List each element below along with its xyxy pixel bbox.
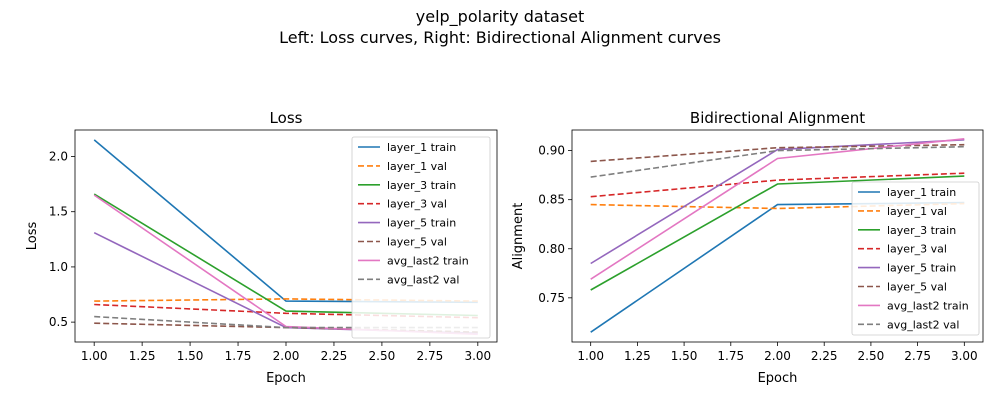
y-tick-label: 0.80 (538, 242, 565, 256)
x-tick-label: 2.00 (273, 349, 300, 363)
x-tick-label: 1.00 (577, 349, 604, 363)
legend-label: layer_1 val (887, 205, 947, 218)
chart-title: Loss (270, 109, 303, 127)
legend-label: layer_3 train (387, 179, 456, 192)
y-axis-label: Loss (25, 222, 40, 251)
y-tick-label: 0.75 (538, 291, 565, 305)
x-tick-label: 2.75 (904, 349, 931, 363)
legend-label: avg_last2 train (387, 254, 469, 267)
x-tick-label: 1.25 (129, 349, 156, 363)
x-tick-label: 3.00 (951, 349, 978, 363)
legend-label: layer_1 train (387, 141, 456, 154)
y-axis-label: Alignment (511, 203, 526, 270)
legend-box (351, 136, 491, 339)
series-line-layer-5-train (590, 139, 965, 265)
loss-chart: Loss 1.00 1.25 1.50 1.75 2.00 2.25 2.50 2.75 3.00… (25, 109, 498, 386)
x-tick-label: 1.50 (671, 349, 698, 363)
x-tick-label: 2.75 (417, 349, 444, 363)
legend-label: layer_1 train (887, 186, 956, 199)
legend-label: layer_3 val (887, 243, 947, 256)
figure-title-line2: Left: Loss curves, Right: Bidirectional … (279, 28, 721, 47)
x-tick-label: 1.75 (717, 349, 744, 363)
series-line-layer-3-train (590, 175, 965, 291)
legend-label: avg_last2 val (387, 273, 459, 286)
x-axis-label: Epoch (758, 371, 798, 386)
alignment-chart: Bidirectional Alignment 1.00 1.25 1.50 1.75 2… (511, 109, 984, 386)
legend-label: layer_1 val (387, 160, 447, 173)
x-tick-label: 2.50 (858, 349, 885, 363)
x-tick-label: 1.25 (624, 349, 651, 363)
figure-title-line1: yelp_polarity dataset (416, 7, 584, 27)
x-tick-label: 2.25 (811, 349, 838, 363)
legend-label: layer_5 val (887, 281, 947, 294)
x-tick-label: 2.00 (764, 349, 791, 363)
y-tick-label: 2.0 (49, 150, 68, 164)
x-tick-label: 2.25 (321, 349, 348, 363)
y-tick-label: 1.5 (49, 205, 68, 219)
legend-box (851, 181, 980, 336)
x-axis-label: Epoch (266, 371, 306, 386)
x-tick-label: 2.50 (369, 349, 396, 363)
y-tick-label: 0.90 (538, 144, 565, 158)
x-tick-label: 1.00 (81, 349, 108, 363)
legend-label: layer_3 train (887, 224, 956, 237)
legend: layer_1 train layer_1 val layer_3 train lay… (351, 136, 491, 339)
legend-label: layer_5 val (387, 236, 447, 249)
legend-label: avg_last2 val (887, 318, 959, 331)
series-line-avg-last2-train (590, 138, 965, 280)
legend-label: layer_5 train (887, 262, 956, 275)
y-tick-label: 0.85 (538, 193, 565, 207)
legend-label: avg_last2 train (887, 299, 969, 312)
x-tick-label: 3.00 (464, 349, 491, 363)
legend: layer_1 train layer_1 val layer_3 train lay… (851, 181, 980, 336)
legend-label: layer_3 val (387, 198, 447, 211)
x-tick-label: 1.75 (225, 349, 252, 363)
series-line-avg-last2-val (590, 145, 965, 178)
x-tick-label: 1.50 (177, 349, 204, 363)
legend-label: layer_5 train (387, 217, 456, 230)
chart-title: Bidirectional Alignment (690, 109, 865, 127)
y-tick-label: 1.0 (49, 260, 68, 274)
y-tick-label: 0.5 (49, 315, 68, 329)
